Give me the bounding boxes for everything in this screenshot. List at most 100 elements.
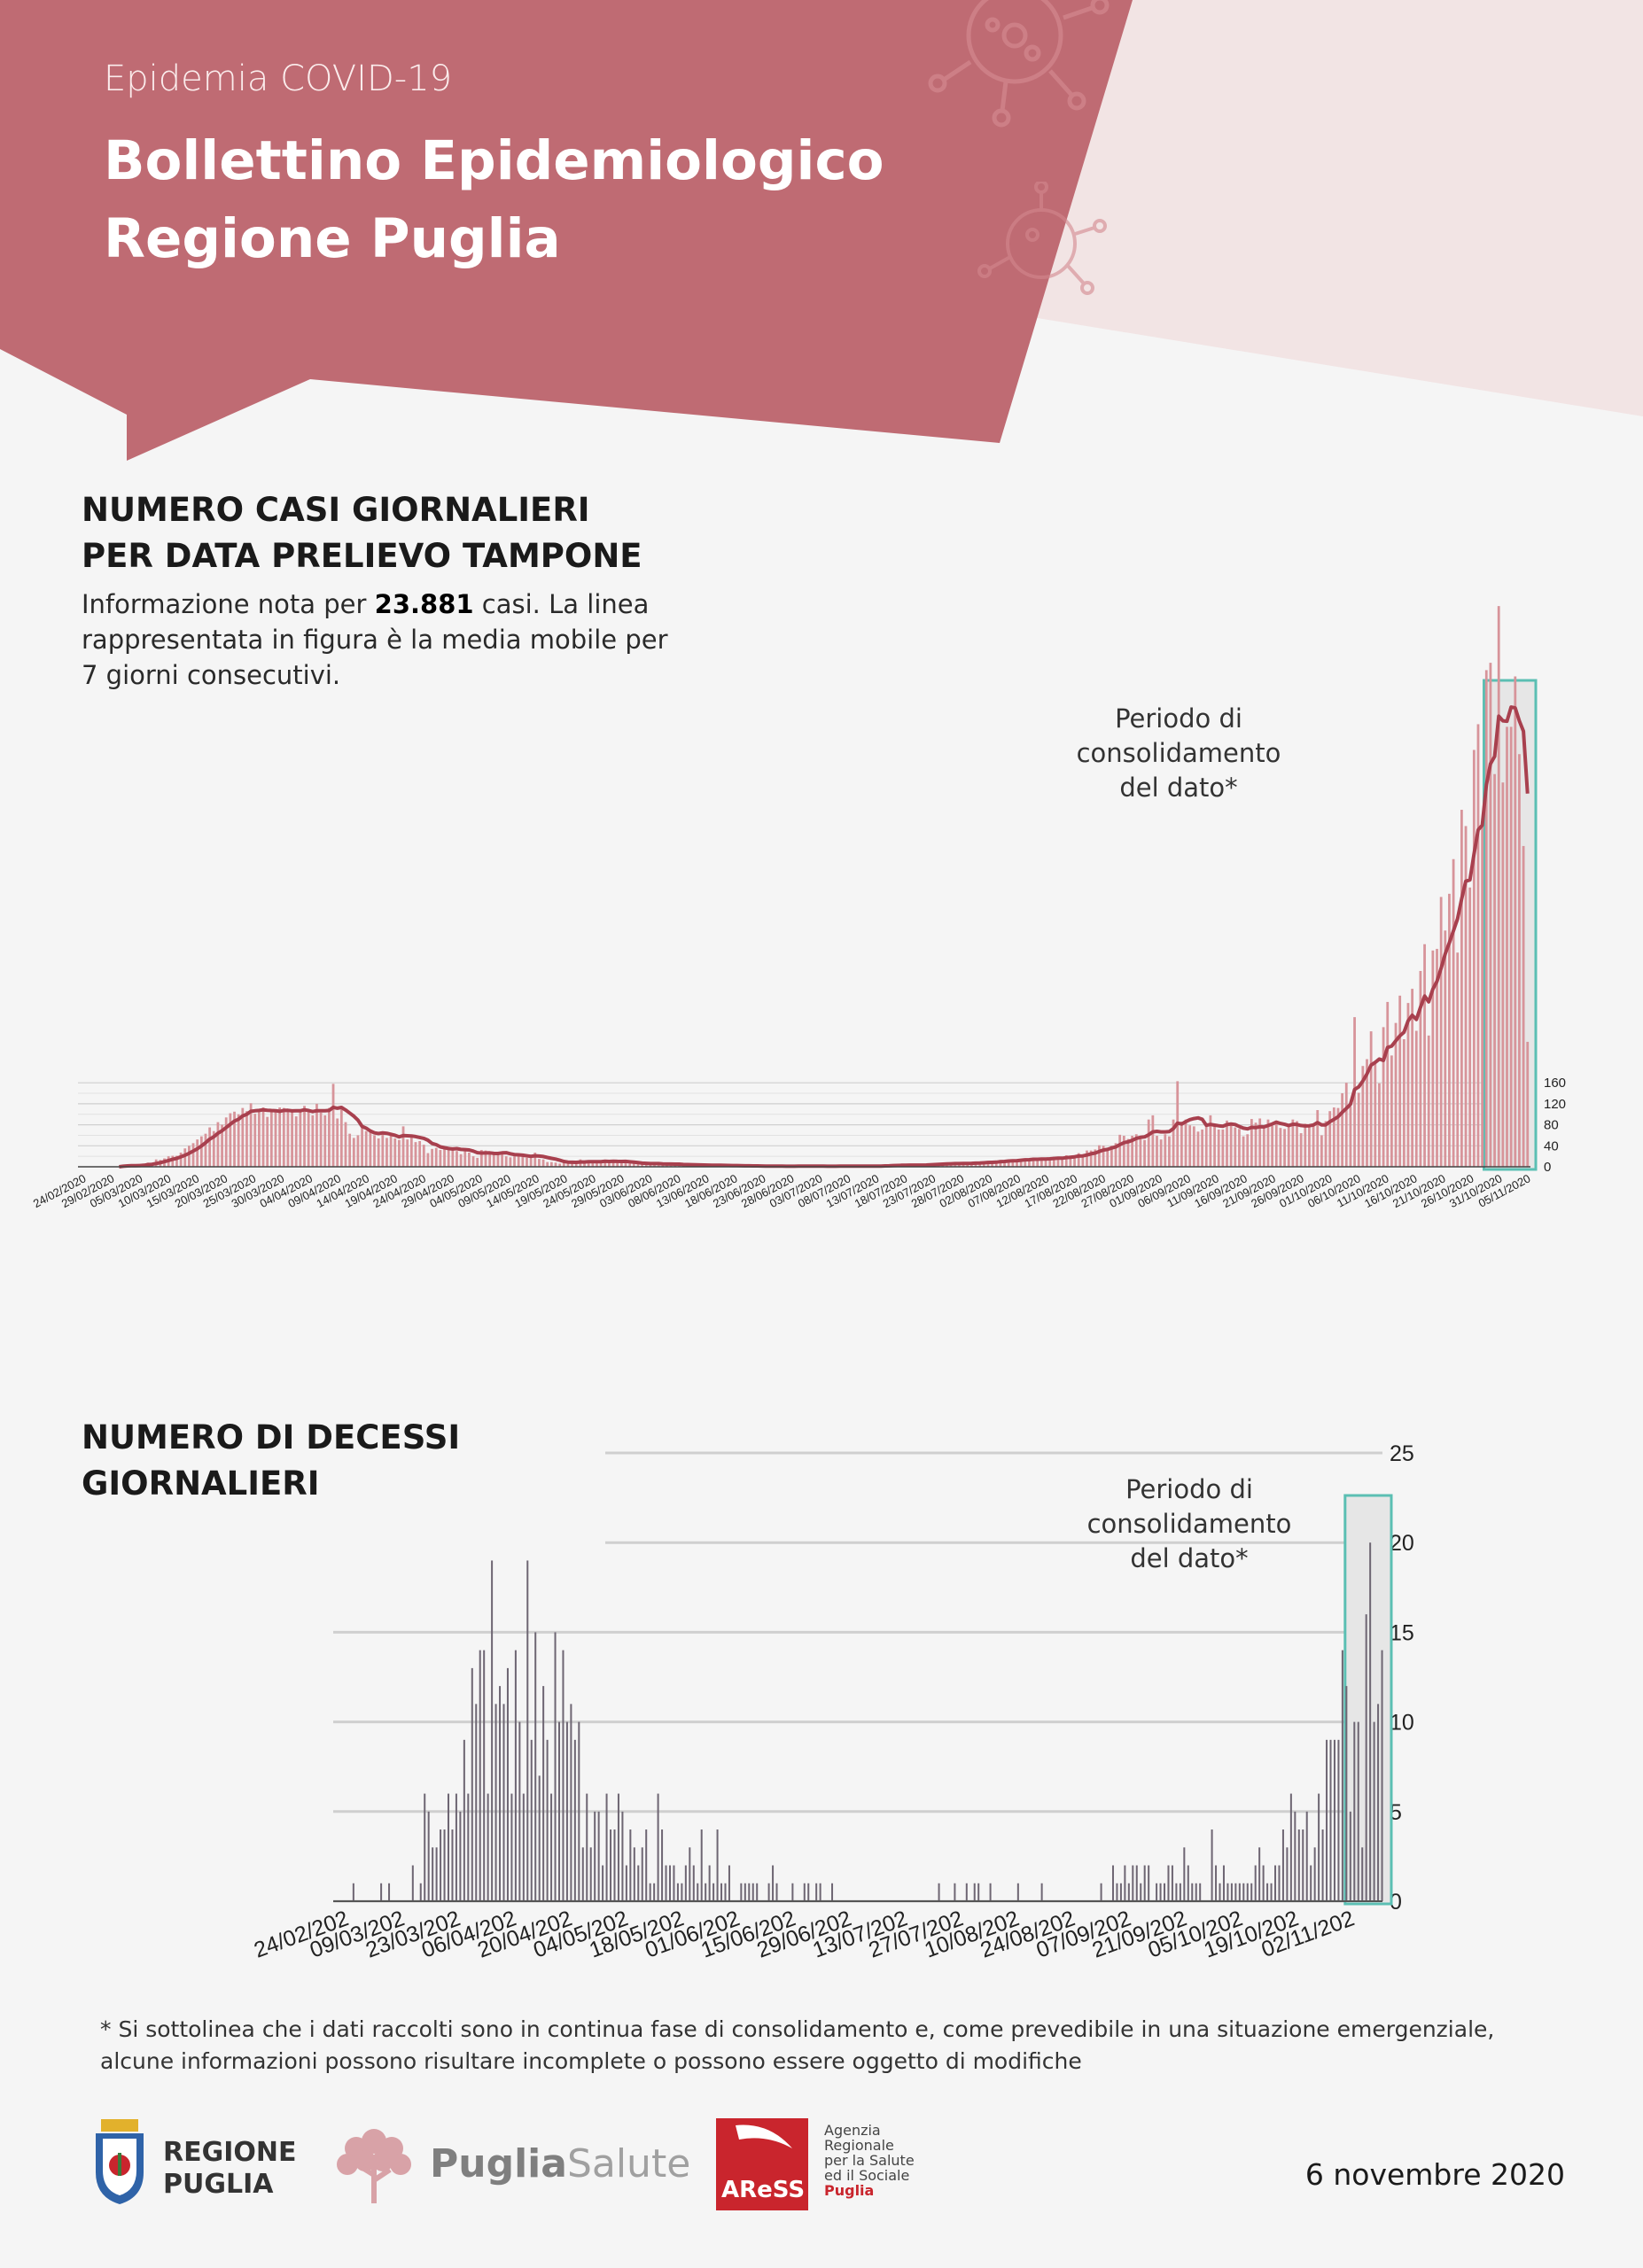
cases-bar <box>216 1122 220 1167</box>
cases-bar <box>1436 949 1438 1167</box>
tree-icon <box>337 2129 411 2203</box>
cases-bar <box>1283 1129 1286 1167</box>
cases-bar <box>315 1103 318 1167</box>
cases-bar <box>282 1107 285 1167</box>
deaths-bar <box>1262 1865 1265 1901</box>
deaths-bar <box>451 1829 454 1901</box>
deaths-y-tick-label: 10 <box>1390 1711 1414 1736</box>
cases-bar <box>994 1162 998 1167</box>
cases-bar <box>331 1084 335 1167</box>
deaths-bar <box>447 1793 450 1901</box>
cases-bar <box>616 1162 619 1167</box>
deaths-bar <box>613 1829 616 1901</box>
deaths-bar <box>791 1883 794 1901</box>
deaths-bar <box>494 1704 497 1901</box>
cases-bar <box>1406 1003 1410 1167</box>
virus-icon <box>928 0 1110 128</box>
deaths-bar <box>689 1847 691 1901</box>
deaths-bar <box>1289 1793 1292 1901</box>
cases-bar <box>1184 1119 1187 1167</box>
deaths-bar <box>1357 1721 1359 1901</box>
deaths-bar <box>471 1667 473 1901</box>
cases-bar <box>431 1148 433 1167</box>
cases-bar <box>468 1153 471 1167</box>
cases-bar <box>1139 1138 1142 1167</box>
deaths-bar <box>443 1829 446 1901</box>
regione-puglia-wordmark: REGIONE PUGLIA <box>163 2137 296 2201</box>
cases-bar <box>1382 1027 1385 1167</box>
cases-bar <box>1056 1156 1060 1167</box>
deaths-chart: 051015202524/02/20209/03/20223/03/20206/… <box>251 1441 1414 1963</box>
cases-bar <box>319 1112 323 1167</box>
cases-bar <box>1402 1039 1406 1167</box>
cases-bar <box>562 1161 565 1167</box>
deaths-bar <box>550 1793 553 1901</box>
deaths-bar <box>989 1883 992 1901</box>
deaths-bar <box>1132 1865 1134 1901</box>
deaths-bar <box>1183 1847 1186 1901</box>
cases-bar <box>439 1150 442 1167</box>
deaths-bar <box>653 1883 656 1901</box>
cases-bar <box>1484 670 1488 1167</box>
deaths-annotation-line2: consolidamento <box>1086 1509 1292 1539</box>
regione-puglia-logo: REGIONE PUGLIA <box>92 2117 323 2215</box>
cases-y-tick-label: 80 <box>1544 1118 1559 1133</box>
deaths-bar <box>1326 1739 1328 1901</box>
cases-bar <box>1077 1153 1080 1167</box>
deaths-bar <box>1333 1739 1335 1901</box>
cases-bar <box>644 1164 648 1167</box>
deaths-bar <box>1250 1883 1253 1901</box>
deaths-bar <box>610 1829 612 1901</box>
cases-bar <box>1369 1031 1373 1167</box>
cases-bar <box>1266 1119 1270 1167</box>
cases-bar <box>591 1161 595 1167</box>
deaths-bar <box>1143 1865 1146 1901</box>
cases-bar <box>188 1146 191 1167</box>
cases-bar <box>541 1159 545 1167</box>
cases-bar <box>237 1114 240 1167</box>
cases-bar <box>538 1159 541 1167</box>
cases-bar <box>566 1162 570 1167</box>
deaths-bar <box>1167 1865 1170 1901</box>
publication-date: 6 novembre 2020 <box>1304 2157 1565 2192</box>
cases-bar <box>336 1118 339 1167</box>
cases-bar <box>1032 1157 1035 1167</box>
cases-bar <box>1052 1156 1055 1167</box>
deaths-bar <box>831 1883 834 1901</box>
cases-bar <box>1509 726 1513 1167</box>
cases-bar <box>1427 1035 1430 1167</box>
deaths-bar <box>954 1883 956 1901</box>
deaths-bar <box>977 1883 980 1901</box>
cases-bar <box>1003 1160 1006 1167</box>
cases-bar <box>649 1164 652 1167</box>
cases-bar <box>1028 1159 1031 1167</box>
cases-bar <box>1172 1119 1175 1167</box>
cases-bar <box>385 1138 388 1167</box>
deaths-bar <box>1100 1883 1102 1901</box>
deaths-bar <box>1313 1847 1316 1901</box>
cases-bar <box>344 1122 347 1167</box>
cases-bar <box>1448 893 1451 1167</box>
deaths-bar <box>1373 1721 1375 1901</box>
deaths-bar <box>744 1883 746 1901</box>
cases-bar <box>1493 773 1496 1167</box>
cases-bar <box>1526 1041 1530 1167</box>
cases-bar <box>1472 750 1476 1167</box>
deaths-bar <box>546 1739 549 1901</box>
cases-bar <box>361 1127 363 1167</box>
cases-title-line1: NUMERO CASI GIORNALIERI <box>82 491 590 529</box>
cases-bar <box>414 1142 417 1167</box>
deaths-bar <box>1135 1865 1138 1901</box>
regione-line2: PUGLIA <box>163 2169 274 2200</box>
deaths-bar <box>1164 1883 1166 1901</box>
cases-bar <box>1316 1110 1320 1167</box>
deaths-bar <box>1156 1883 1158 1901</box>
deaths-bar <box>625 1865 627 1901</box>
deaths-bar <box>1127 1883 1130 1901</box>
deaths-bar <box>467 1793 470 1901</box>
deaths-bar <box>570 1704 572 1901</box>
intro-case-count: 23.881 <box>374 589 474 619</box>
cases-bar <box>381 1133 385 1167</box>
cases-bar <box>352 1138 355 1167</box>
cases-bar <box>1238 1129 1241 1167</box>
